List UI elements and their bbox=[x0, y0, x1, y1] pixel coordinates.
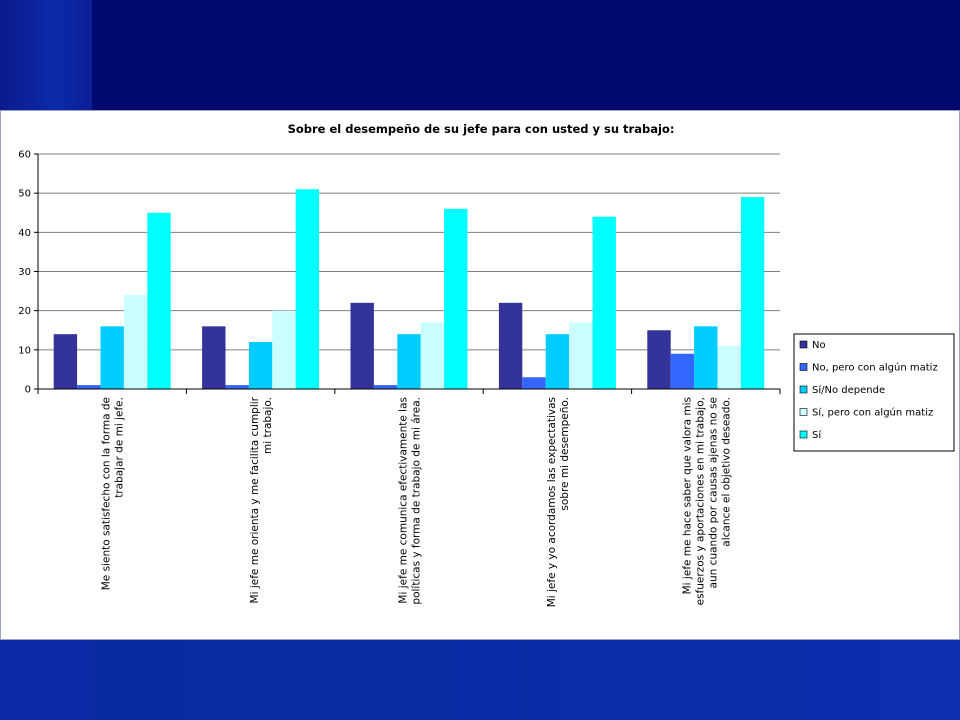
bar bbox=[295, 189, 320, 389]
y-tick-label: 30 bbox=[18, 267, 31, 278]
bar bbox=[522, 377, 546, 389]
y-tick-label: 0 bbox=[25, 385, 31, 396]
bar bbox=[225, 385, 249, 389]
bar bbox=[202, 326, 226, 389]
bar bbox=[53, 334, 78, 389]
legend-swatch bbox=[799, 340, 808, 349]
legend-label: No, pero con algún matiz bbox=[812, 362, 938, 374]
bar bbox=[740, 197, 765, 389]
bar bbox=[420, 322, 445, 389]
bars bbox=[53, 189, 765, 389]
x-category-label: esfuerzos y aportaciones en mi trabajo, bbox=[694, 397, 706, 605]
x-category-label: Mi jefe me orienta y me facilita cumplir bbox=[249, 396, 261, 603]
bar bbox=[670, 353, 695, 389]
legend-label: Sí, pero con algún matiz bbox=[812, 407, 933, 419]
legend-swatch bbox=[799, 385, 808, 394]
y-tick-label: 10 bbox=[18, 345, 31, 356]
chart-panel: Sobre el desempeño de su jefe para con u… bbox=[0, 110, 960, 640]
x-category-label: Mi jefe y yo acordamos las expectativas bbox=[546, 397, 558, 607]
bar bbox=[123, 295, 148, 389]
bar bbox=[272, 310, 296, 389]
legend-box bbox=[793, 333, 955, 452]
bar bbox=[147, 212, 171, 389]
x-category-label: políticas y forma de trabajo de mi área. bbox=[411, 397, 423, 605]
bar bbox=[350, 302, 374, 389]
chart-title: Sobre el desempeño de su jefe para con u… bbox=[288, 122, 675, 136]
bar bbox=[397, 334, 421, 389]
bar bbox=[498, 302, 523, 389]
legend-label: Sí bbox=[812, 429, 822, 441]
x-category-label: trabajar de mi jefe. bbox=[114, 397, 126, 498]
legend-swatch bbox=[799, 430, 808, 439]
legend-label: Sí/No depende bbox=[812, 384, 885, 396]
bar bbox=[373, 385, 398, 389]
bar bbox=[592, 216, 616, 389]
bar bbox=[444, 208, 468, 389]
x-category-label: Mi jefe me hace saber que valora mis bbox=[681, 397, 693, 594]
bar bbox=[569, 322, 593, 389]
legend-swatch bbox=[799, 408, 808, 416]
bar bbox=[100, 326, 124, 389]
background-bottom-band bbox=[0, 640, 960, 720]
legend: No No, pero con algún matiz Sí/No depende S… bbox=[793, 333, 955, 452]
bar-chart: Sobre el desempeño de su jefe para con u… bbox=[18, 122, 955, 607]
x-category-label: alcance el objetivo deseado. bbox=[720, 397, 732, 547]
y-tick-label: 60 bbox=[18, 150, 31, 161]
x-category-label: mi trabajo. bbox=[262, 397, 274, 454]
bar bbox=[717, 345, 741, 389]
y-tick-label: 20 bbox=[18, 306, 31, 317]
x-category-label: Mi jefe me comunica efectivamente las bbox=[398, 397, 410, 604]
x-category-label: aun cuando por causas ajenas no se bbox=[707, 397, 719, 588]
legend-label: No bbox=[812, 340, 826, 351]
y-axis-ticks: 0 10 20 30 40 50 60 bbox=[18, 150, 38, 396]
bar bbox=[647, 330, 671, 389]
bar bbox=[248, 342, 273, 389]
bar bbox=[545, 334, 570, 389]
bar bbox=[77, 385, 101, 389]
background-top-band bbox=[92, 0, 960, 110]
x-axis-category-labels: Me siento satisfecho con la forma de trab… bbox=[101, 396, 733, 607]
x-category-label: Me siento satisfecho con la forma de bbox=[101, 397, 113, 590]
y-tick-label: 40 bbox=[18, 228, 31, 239]
y-tick-label: 50 bbox=[18, 189, 31, 200]
x-category-label: sobre mi desempeño. bbox=[559, 397, 571, 511]
bar bbox=[694, 326, 718, 389]
legend-swatch bbox=[799, 363, 808, 371]
